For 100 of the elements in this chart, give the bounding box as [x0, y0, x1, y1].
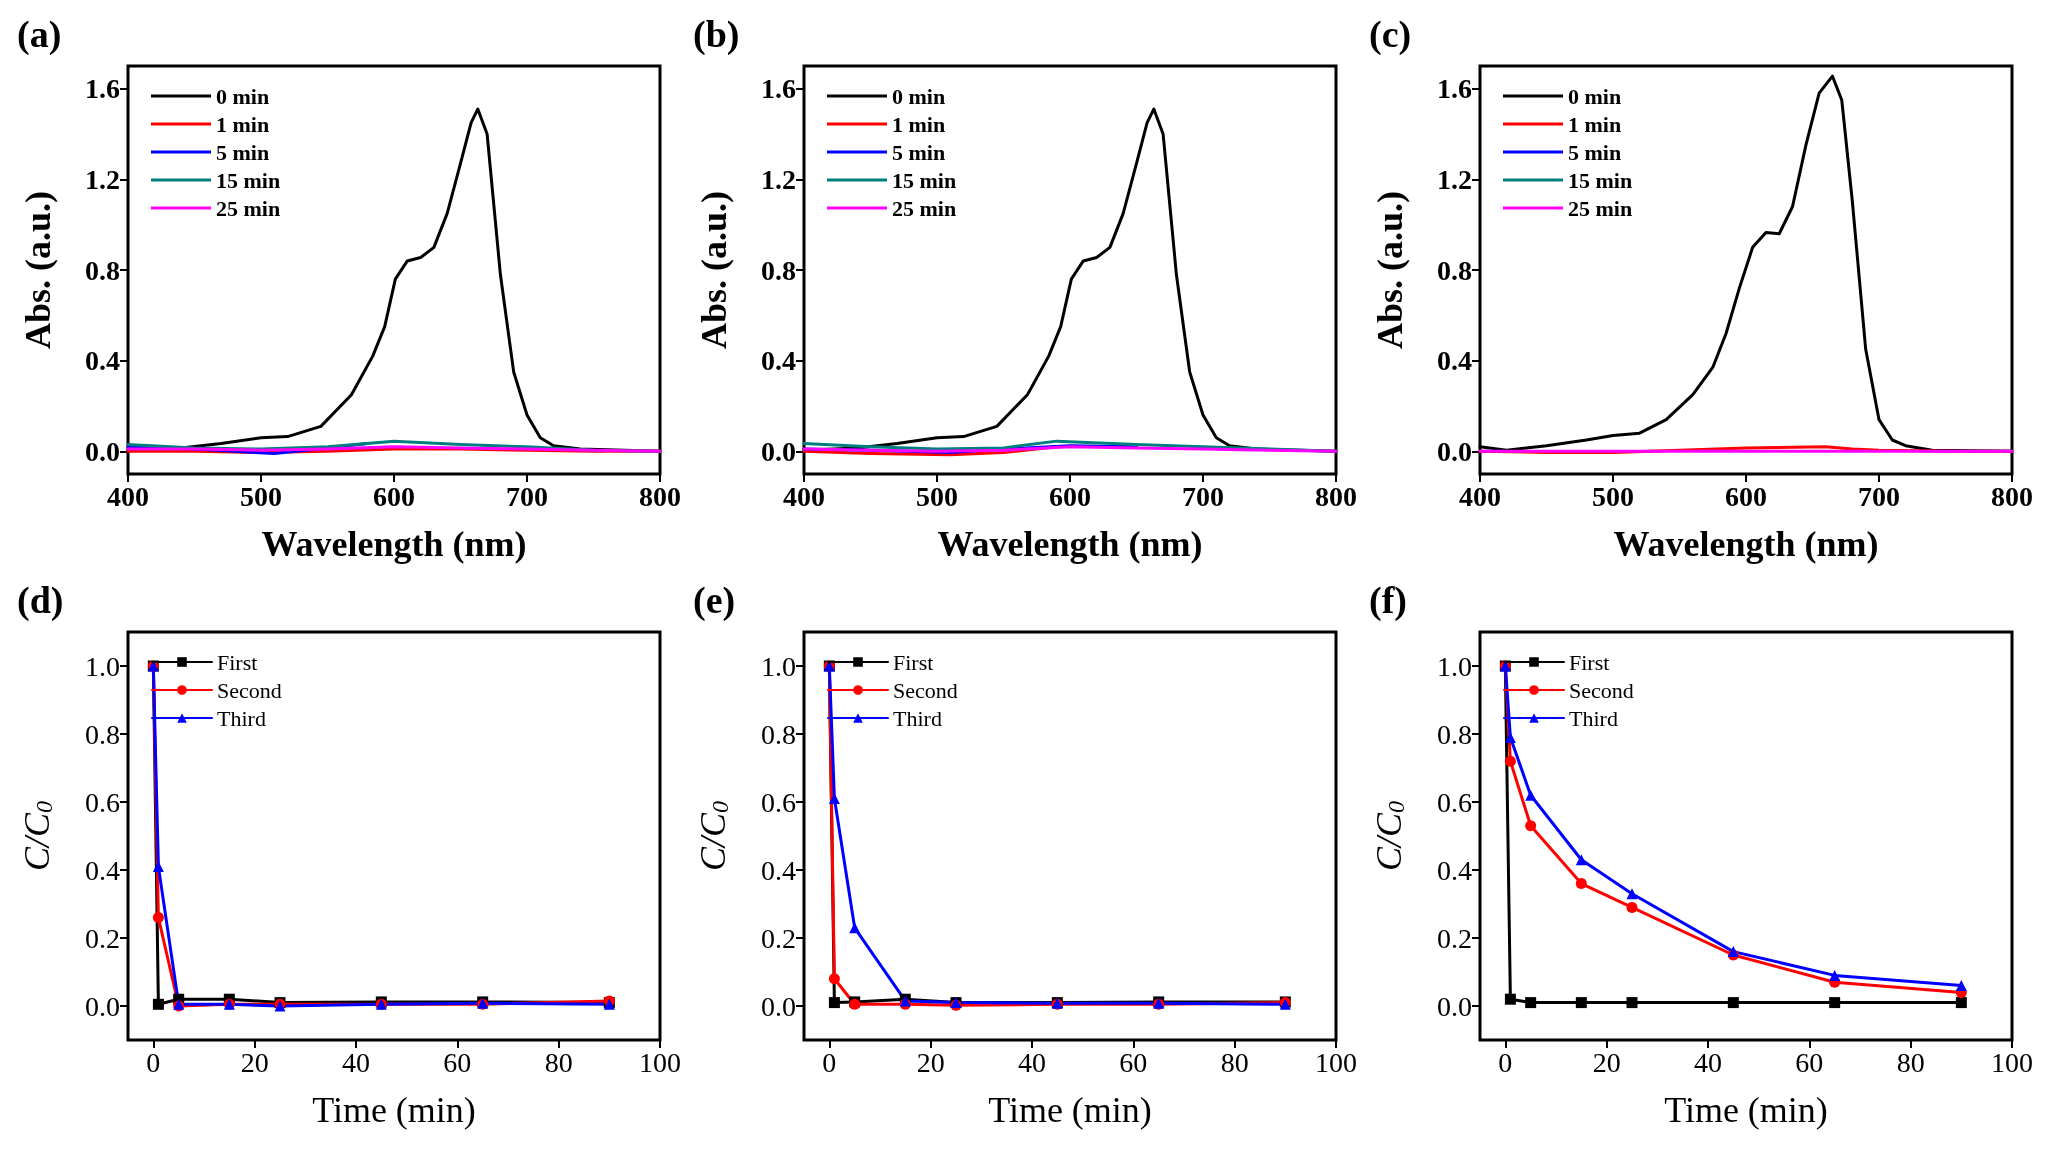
legend-label: 5 min [216, 139, 270, 165]
chart-title: (c) [1369, 13, 1412, 56]
legend-label: 15 min [1568, 167, 1633, 193]
y-axis-title: C/C0 [1369, 800, 1409, 872]
legend-label: First [893, 649, 934, 675]
x-tick-label: 700 [1182, 480, 1224, 512]
x-tick-label: 80 [1220, 1046, 1249, 1078]
y-tick-label: 1.6 [85, 73, 120, 105]
y-axis-title: C/C0 [17, 800, 57, 872]
x-tick-label: 500 [1592, 480, 1634, 512]
chart-title: (d) [17, 579, 64, 622]
legend-label: First [1569, 649, 1610, 675]
legend-label: 15 min [216, 167, 281, 193]
legend-label: 0 min [892, 83, 946, 109]
x-axis-title: Wavelength (nm) [261, 524, 527, 564]
y-tick-label: 0.8 [761, 254, 796, 286]
x-tick-label: 700 [1858, 480, 1900, 512]
y-axis-title: C/C0 [693, 800, 733, 872]
legend-label: Second [893, 677, 958, 703]
y-tick-label: 0.2 [1437, 922, 1472, 954]
y-tick-label: 0.8 [1437, 254, 1472, 286]
x-tick-label: 600 [1725, 480, 1767, 512]
x-tick-label: 600 [373, 480, 415, 512]
x-tick-label: 400 [107, 480, 149, 512]
y-tick-label: 0.0 [761, 990, 796, 1022]
y-tick-label: 0.8 [85, 718, 120, 750]
x-tick-label: 20 [1592, 1046, 1621, 1078]
legend-label: 1 min [216, 111, 270, 137]
x-tick-label: 60 [1795, 1046, 1824, 1078]
x-tick-label: 800 [1315, 480, 1357, 512]
legend-label: Third [893, 705, 942, 731]
y-tick-label: 1.6 [761, 73, 796, 105]
y-tick-label: 0.0 [761, 435, 796, 467]
y-tick-label: 1.2 [761, 163, 796, 195]
x-tick-label: 20 [916, 1046, 945, 1078]
legend-label: 0 min [216, 83, 270, 109]
x-tick-label: 40 [1694, 1046, 1722, 1078]
legend-label: 15 min [892, 167, 957, 193]
legend-label: Second [1569, 677, 1634, 703]
x-tick-label: 60 [443, 1046, 472, 1078]
y-tick-label: 0.8 [85, 254, 120, 286]
y-tick-label: 0.6 [85, 786, 120, 818]
x-tick-label: 800 [639, 480, 681, 512]
x-axis-title: Time (min) [1664, 1090, 1828, 1130]
y-tick-label: 0.4 [1437, 345, 1472, 377]
legend-label: 25 min [1568, 195, 1633, 221]
y-tick-label: 0.2 [761, 922, 796, 954]
x-tick-label: 400 [1459, 480, 1501, 512]
y-tick-label: 0.0 [1437, 435, 1472, 467]
y-tick-label: 0.0 [85, 435, 120, 467]
y-tick-label: 0.6 [1437, 786, 1472, 818]
x-tick-label: 600 [1049, 480, 1091, 512]
y-tick-label: 1.0 [85, 650, 120, 682]
y-tick-label: 0.0 [1437, 990, 1472, 1022]
legend-label: Third [217, 705, 266, 731]
x-tick-label: 400 [783, 480, 825, 512]
y-tick-label: 0.4 [85, 345, 120, 377]
y-tick-label: 1.0 [1437, 650, 1472, 682]
legend-label: First [217, 649, 258, 675]
y-tick-label: 0.4 [761, 345, 796, 377]
chart-title: (f) [1369, 579, 1407, 622]
x-tick-label: 80 [544, 1046, 573, 1078]
y-tick-label: 0.0 [85, 990, 120, 1022]
chart-title: (a) [17, 13, 62, 56]
x-tick-label: 40 [1018, 1046, 1046, 1078]
x-axis-title: Time (min) [988, 1090, 1152, 1130]
y-axis-title: Abs. (a.u.) [694, 190, 734, 350]
y-axis-title: Abs. (a.u.) [18, 190, 58, 350]
legend-label: 25 min [216, 195, 281, 221]
y-tick-label: 1.6 [1437, 73, 1472, 105]
y-tick-label: 1.0 [761, 650, 796, 682]
x-tick-label: 500 [916, 480, 958, 512]
legend-label: 1 min [892, 111, 946, 137]
x-tick-label: 80 [1896, 1046, 1925, 1078]
y-tick-label: 0.8 [1437, 718, 1472, 750]
y-tick-label: 0.4 [85, 854, 120, 886]
legend-label: 1 min [1568, 111, 1622, 137]
y-tick-label: 0.8 [761, 718, 796, 750]
x-tick-label: 0 [1498, 1046, 1513, 1078]
x-axis-title: Wavelength (nm) [1613, 524, 1879, 564]
x-tick-label: 60 [1119, 1046, 1148, 1078]
x-axis-title: Wavelength (nm) [937, 524, 1203, 564]
x-tick-label: 100 [1991, 1046, 2033, 1078]
legend-label: 0 min [1568, 83, 1622, 109]
legend-label: 5 min [892, 139, 946, 165]
y-tick-label: 0.4 [761, 854, 796, 886]
y-tick-label: 0.6 [761, 786, 796, 818]
legend-label: 25 min [892, 195, 957, 221]
x-tick-label: 40 [342, 1046, 370, 1078]
legend-label: Second [217, 677, 282, 703]
x-tick-label: 0 [822, 1046, 837, 1078]
x-tick-label: 20 [240, 1046, 269, 1078]
legend-label: 5 min [1568, 139, 1622, 165]
x-tick-label: 800 [1991, 480, 2033, 512]
x-tick-label: 500 [240, 480, 282, 512]
x-tick-label: 100 [1315, 1046, 1357, 1078]
y-tick-label: 0.4 [1437, 854, 1472, 886]
y-tick-label: 1.2 [85, 163, 120, 195]
x-tick-label: 0 [146, 1046, 161, 1078]
y-axis-title: Abs. (a.u.) [1370, 190, 1410, 350]
